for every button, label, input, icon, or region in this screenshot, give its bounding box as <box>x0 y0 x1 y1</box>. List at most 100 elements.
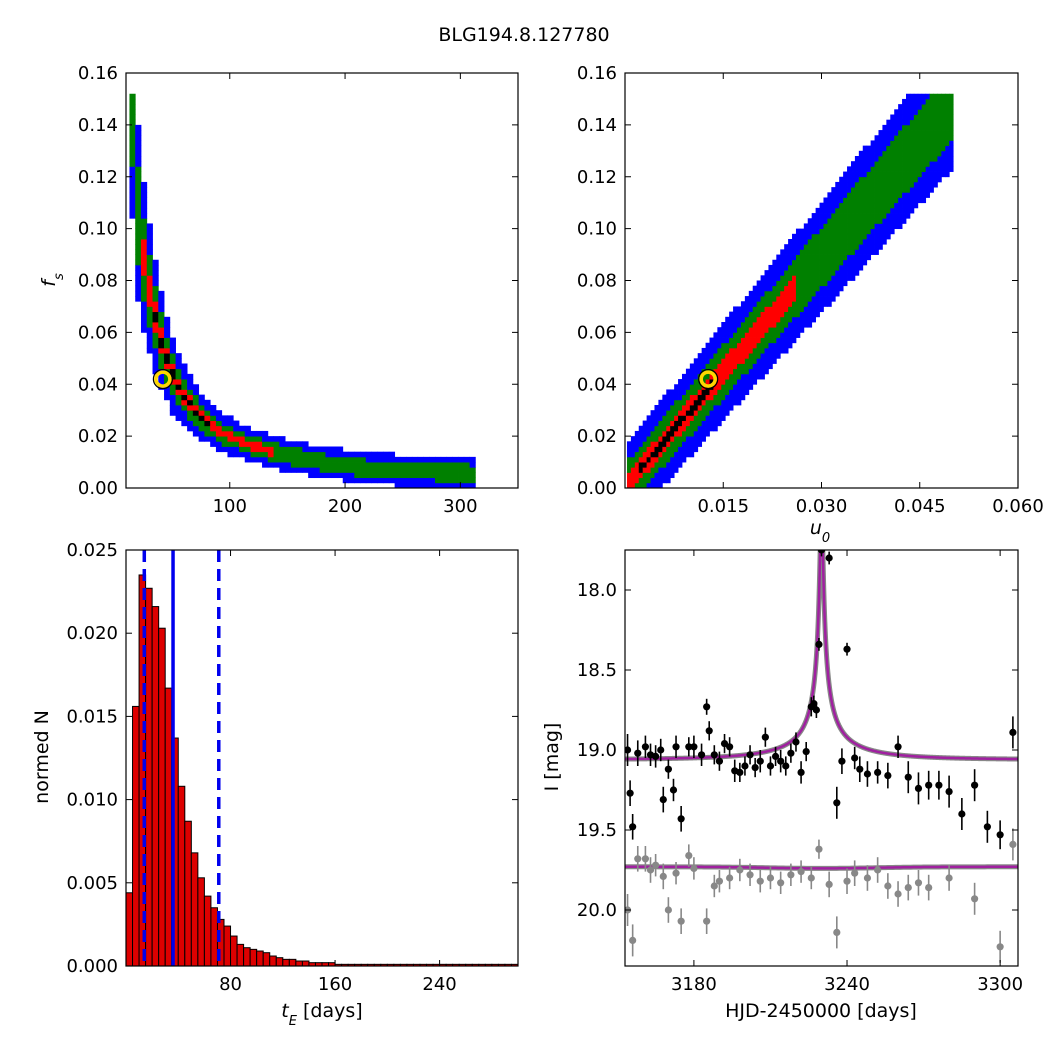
p0-density-cell <box>140 192 148 198</box>
p1-density-cell <box>721 322 726 328</box>
p1-density-cell <box>945 98 950 105</box>
p0-density-cell <box>152 327 159 333</box>
p1-density-cell <box>937 135 942 141</box>
p1-density-cell <box>933 130 938 136</box>
p0-density-cell <box>365 467 372 473</box>
p0-density-cell <box>175 405 182 411</box>
p1-density-cell <box>772 270 777 276</box>
p1-density-cell <box>784 342 789 349</box>
p1-density-cell <box>847 264 852 271</box>
p1-density-cell <box>807 264 813 271</box>
p1-density-cell <box>795 285 801 292</box>
p1-density-cell <box>815 239 820 245</box>
p1-density-cell <box>795 322 801 328</box>
p0-density-cell <box>331 446 338 453</box>
p1-density-cell <box>874 233 879 240</box>
p1-density-cell <box>760 322 765 328</box>
p1-density-cell <box>831 223 836 230</box>
p0-density-cell <box>198 425 205 432</box>
p0-density-cell <box>140 306 148 313</box>
p1-density-cell <box>670 451 675 458</box>
p1-density-cell <box>713 389 718 396</box>
p1-density-cell <box>721 384 726 390</box>
p1-density-cell <box>854 218 860 224</box>
p0-density-cell <box>290 451 298 458</box>
p1-density-cell <box>705 363 710 370</box>
p2-hist-bar <box>151 606 160 967</box>
p1-density-cell <box>634 430 640 437</box>
p0-density-cell <box>169 389 176 396</box>
p1-density-cell <box>760 311 765 318</box>
p3-point <box>958 810 966 818</box>
p1-density-cell <box>685 379 691 385</box>
p1-density-cell <box>681 410 687 416</box>
p0-density-cell <box>238 430 246 437</box>
p1-density-cell <box>729 327 734 333</box>
p1-density-cell <box>654 456 659 463</box>
p0-density-cell <box>198 410 205 416</box>
p1-density-cell <box>760 363 765 370</box>
p0-density-cell <box>325 472 332 479</box>
p1-density-cell <box>933 114 938 121</box>
p1-density-cell <box>729 389 734 396</box>
p1-density-cell <box>803 223 809 230</box>
p1-density-cell <box>709 379 714 385</box>
p1-density-cell <box>681 420 687 427</box>
p1-density-cell <box>689 384 695 390</box>
p1-density-cell <box>772 353 777 359</box>
p1-density-cell <box>658 482 663 489</box>
p0-density-cell <box>135 218 142 224</box>
p3-point <box>884 882 892 890</box>
p1-density-cell <box>925 124 930 131</box>
p1-density-cell <box>654 430 659 437</box>
p0-density-cell <box>146 223 153 230</box>
p3-point <box>761 733 769 741</box>
p1-density-cell <box>886 202 891 209</box>
p1-density-cell <box>815 233 820 240</box>
p3-ytick-label: 18.0 <box>577 580 617 601</box>
p1-density-cell <box>658 399 663 406</box>
p1-density-cell <box>917 197 923 204</box>
p0-density-cell <box>458 462 465 468</box>
p3-point <box>777 879 785 887</box>
p0-density-cell <box>244 456 251 463</box>
p0-density-cell <box>429 477 436 484</box>
p1-density-cell <box>768 296 773 302</box>
p1-density-cell <box>839 239 844 245</box>
p1-density-cell <box>890 187 895 193</box>
p1-density-cell <box>909 150 915 157</box>
p1-density-cell <box>890 140 895 147</box>
p1-density-cell <box>949 109 954 115</box>
p0-density-cell <box>383 462 390 468</box>
p1-density-cell <box>674 446 679 453</box>
p1-density-cell <box>894 213 899 219</box>
p0-density-cell <box>256 456 263 463</box>
p1-density-cell <box>764 311 769 318</box>
p1-density-cell <box>740 358 746 364</box>
p1-density-cell <box>670 472 675 479</box>
p0-density-cell <box>192 420 200 427</box>
p0-density-cell <box>140 223 148 230</box>
p3-point <box>797 768 805 777</box>
p1-density-cell <box>839 285 844 292</box>
p0-density-cell <box>296 451 303 458</box>
p1-density-cell <box>905 109 911 115</box>
p1-density-cell <box>717 342 722 349</box>
p1-density-cell <box>835 270 840 276</box>
p1-density-cell <box>666 451 671 458</box>
p1-density-cell <box>662 467 667 473</box>
p1-density-cell <box>882 145 887 152</box>
p1-density-cell <box>768 358 773 364</box>
p1-density-cell <box>717 384 722 390</box>
p1-density-cell <box>933 119 938 126</box>
p0-density-cell <box>383 472 390 479</box>
p1-density-cell <box>701 415 706 421</box>
p3-point <box>996 943 1004 951</box>
p0-density-cell <box>140 275 148 281</box>
p1-density-cell <box>898 114 903 121</box>
p1-density-cell <box>646 482 651 489</box>
p1-density-cell <box>905 104 911 110</box>
p1-density-cell <box>768 290 773 297</box>
p0-ytick-label: 0.02 <box>78 426 118 447</box>
p1-density-cell <box>902 161 907 167</box>
